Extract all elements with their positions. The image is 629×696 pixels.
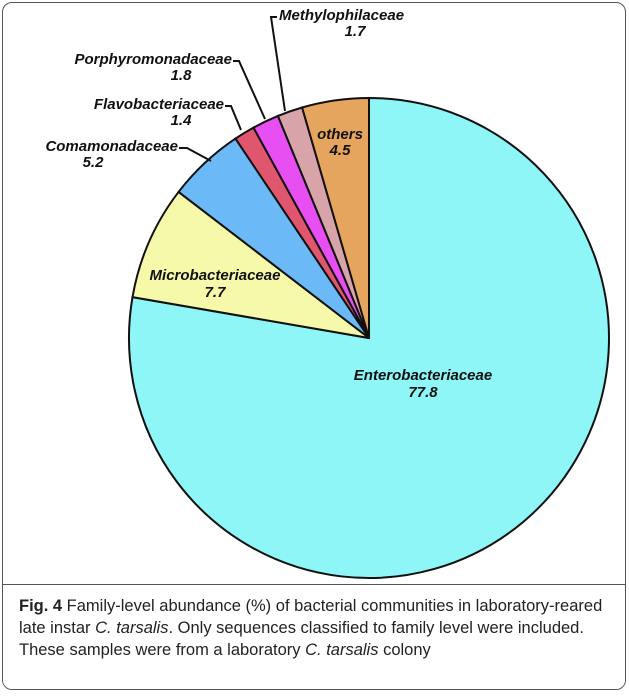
caption-species: C. tarsalis: [95, 619, 169, 637]
leader-lines: [179, 16, 286, 162]
pie-slice: [131, 190, 370, 339]
chart: Enterobacteriaceae 77.8 Microbacteriacea…: [45, 7, 610, 579]
slice-value: 1.4: [171, 112, 193, 129]
caption-species: C. tarsalis: [305, 641, 379, 659]
caption-label: Fig. 4: [19, 597, 63, 615]
slice-value: 5.2: [83, 154, 105, 171]
leader-line: [179, 147, 212, 162]
slice-label: Flavobacteriaceae: [94, 96, 224, 113]
caption-text: . Only sequences classified to family le…: [19, 619, 584, 659]
slice-value: 1.7: [345, 23, 367, 40]
slice-label: Enterobacteriaceae: [354, 367, 492, 384]
caption: Fig. 4 Family-level abundance (%) of bac…: [3, 584, 625, 689]
slice-label: others: [317, 126, 363, 143]
slice-value: 4.5: [329, 142, 352, 159]
slice-label: Methylophilaceae: [279, 7, 404, 24]
leader-line: [225, 105, 242, 131]
slice-label: Microbacteriaceae: [150, 267, 281, 284]
pie-slice: [128, 96, 610, 579]
slice-label: Comamonadaceae: [45, 138, 178, 155]
leader-line: [269, 16, 286, 112]
caption-text: colony: [378, 641, 431, 659]
leader-line: [233, 60, 266, 120]
slice-value: 7.7: [205, 284, 227, 301]
pie-slice: [300, 96, 370, 339]
slice-value: 1.8: [171, 67, 193, 84]
slice-label: Porphyromonadaceae: [74, 51, 232, 68]
caption-text: Family-level abundance (%) of bacterial …: [19, 597, 603, 637]
slice-value: 77.8: [408, 384, 438, 401]
